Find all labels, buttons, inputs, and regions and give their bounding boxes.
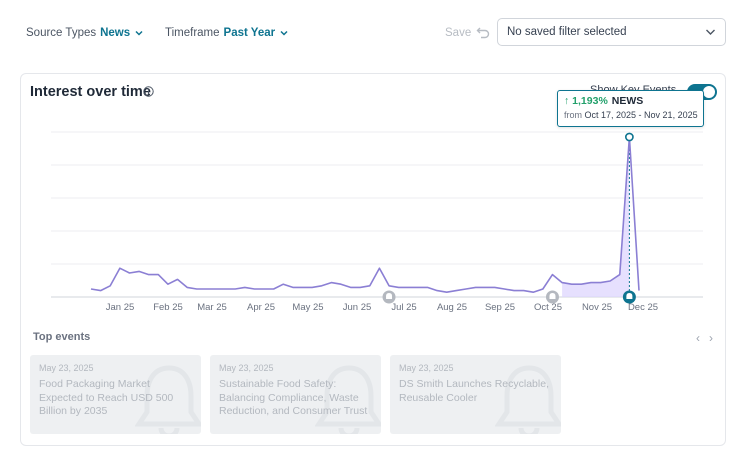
interest-chart: Jan 25 Feb 25 Mar 25 Apr 25 May 25 Jun 25 Jul … bbox=[51, 131, 703, 313]
x-tick-label: Sep 25 bbox=[485, 302, 515, 313]
tooltip-change: ↑ 1,193% bbox=[564, 95, 608, 107]
x-tick-label: Jun 25 bbox=[343, 302, 372, 313]
tooltip-range: Oct 17, 2025 - Nov 21, 2025 bbox=[584, 110, 698, 120]
chevron-down-icon bbox=[706, 29, 715, 35]
peak-point bbox=[624, 132, 634, 142]
event-date: May 23, 2025 bbox=[399, 363, 454, 373]
highlight-area bbox=[562, 137, 630, 297]
tooltip-label: NEWS bbox=[611, 95, 644, 107]
event-card[interactable]: May 23, 2025 Sustainable Food Safety: Ba… bbox=[210, 355, 381, 434]
saved-filter-value: No saved filter selected bbox=[507, 26, 627, 38]
x-tick-label: Feb 25 bbox=[153, 302, 183, 313]
event-card[interactable]: May 23, 2025 Food Packaging Market Expec… bbox=[30, 355, 201, 434]
event-title: Food Packaging Market Expected to Reach … bbox=[39, 378, 174, 417]
bell-icon bbox=[386, 293, 393, 299]
x-tick-label: Apr 25 bbox=[247, 302, 275, 313]
card-title: Interest over time bbox=[30, 84, 151, 100]
x-tick-label: Jan 25 bbox=[106, 302, 135, 313]
interest-over-time-card: Interest over time Show Key Events Jan 2… bbox=[20, 73, 726, 446]
bell-icon bbox=[549, 293, 556, 299]
peak-tooltip: ↑ 1,193% NEWS from Oct 17, 2025 - Nov 21… bbox=[557, 90, 704, 127]
x-tick-label: Dec 25 bbox=[628, 302, 658, 313]
x-tick-label: Nov 25 bbox=[582, 302, 612, 313]
info-icon[interactable] bbox=[143, 86, 154, 97]
chevron-down-icon bbox=[280, 30, 288, 36]
timeframe-filter[interactable]: Timeframe Past Year bbox=[165, 27, 288, 39]
x-tick-label: Jul 25 bbox=[391, 302, 416, 313]
chevron-down-icon bbox=[135, 30, 143, 36]
timeframe-value: Past Year bbox=[223, 27, 276, 39]
x-tick-label: Aug 25 bbox=[437, 302, 467, 313]
bell-icon bbox=[315, 365, 381, 434]
bell-icon bbox=[135, 365, 201, 434]
source-types-filter[interactable]: Source Types News bbox=[26, 27, 143, 39]
top-events-heading: Top events bbox=[33, 331, 91, 343]
x-tick-label: Oct 25 bbox=[534, 302, 562, 313]
source-types-value: News bbox=[100, 27, 131, 39]
event-date: May 23, 2025 bbox=[219, 363, 274, 373]
bell-icon bbox=[626, 293, 633, 299]
bell-icon bbox=[495, 365, 561, 434]
x-tick-label: Mar 25 bbox=[197, 302, 227, 313]
next-events-button[interactable]: › bbox=[709, 331, 713, 345]
undo-icon[interactable] bbox=[476, 24, 490, 40]
saved-filter-select[interactable]: No saved filter selected bbox=[497, 18, 726, 46]
event-card[interactable]: May 23, 2025 DS Smith Launches Recyclabl… bbox=[390, 355, 561, 434]
timeframe-label: Timeframe bbox=[165, 27, 220, 39]
series-line bbox=[90, 136, 640, 293]
event-title: Sustainable Food Safety: Balancing Compl… bbox=[219, 378, 368, 417]
tooltip-from-label: from bbox=[564, 110, 582, 120]
save-button[interactable]: Save bbox=[445, 27, 472, 39]
x-tick-label: May 25 bbox=[292, 302, 323, 313]
event-date: May 23, 2025 bbox=[39, 363, 94, 373]
previous-events-button[interactable]: ‹ bbox=[696, 331, 700, 345]
event-title: DS Smith Launches Recyclable, Reusable C… bbox=[399, 378, 549, 404]
source-types-label: Source Types bbox=[26, 27, 97, 39]
